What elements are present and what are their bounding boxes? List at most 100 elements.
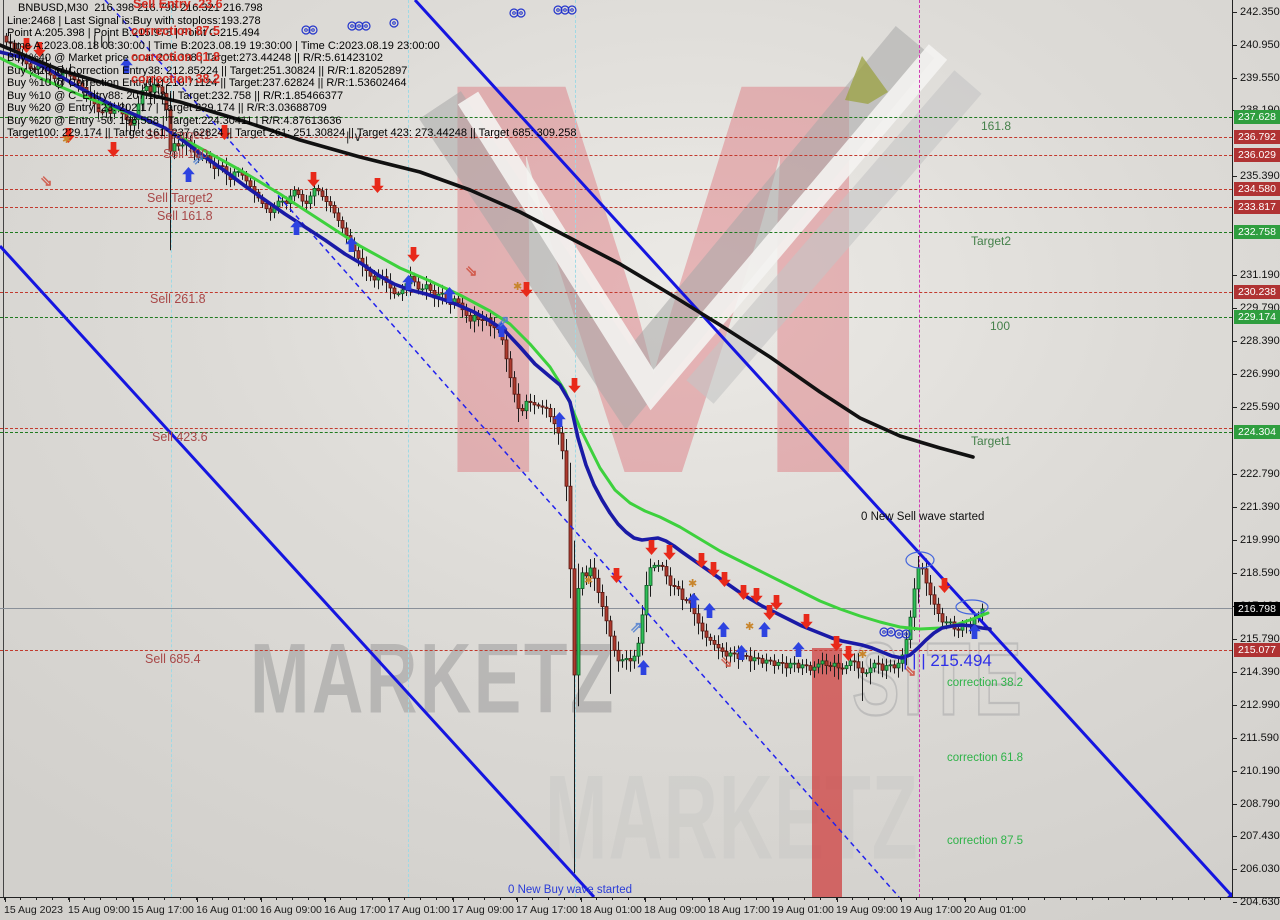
fib-sell-line[interactable] (0, 189, 1232, 190)
price-level-badge: 233.817 (1234, 200, 1280, 214)
fib-sell-line[interactable] (0, 292, 1232, 293)
price-tick-label: 215.790 (1240, 633, 1280, 645)
price-tick (1233, 804, 1237, 805)
time-minor-tick (372, 898, 373, 900)
sell-target1-label[interactable]: Sell Target1 (145, 128, 211, 142)
price-tick (1233, 45, 1237, 46)
fractal-asterisk-icon: ✱ (688, 578, 698, 590)
time-minor-tick (1140, 898, 1141, 900)
time-minor-tick (644, 898, 645, 900)
hollow-down-arrow-icon: ⇘ (720, 654, 733, 671)
info-line: Buy %20 @ Entry -23: 202.17 | Target 229… (7, 102, 327, 115)
fib-target-line[interactable] (0, 232, 1232, 233)
time-minor-tick (1172, 898, 1173, 900)
fib-note-corr-382: correction 38.2 (131, 72, 220, 86)
price-tick-label: 228.390 (1240, 335, 1280, 347)
time-tick-label: 16 Aug 09:00 (260, 904, 322, 916)
sell-2618-label[interactable]: Sell 261.8 (150, 292, 206, 306)
channel-mid-dashed[interactable] (104, 0, 900, 897)
time-axis[interactable]: 15 Aug 2023 15 Aug 09:00 15 Aug 17:00 16 Au… (0, 897, 1280, 920)
time-minor-tick (740, 898, 741, 900)
price-tick-label: 219.990 (1240, 534, 1280, 546)
fib-target-line[interactable] (0, 117, 1232, 118)
price-tick (1233, 275, 1237, 276)
fib-sell-line[interactable] (0, 207, 1232, 208)
time-tick (261, 898, 262, 902)
time-minor-tick (1092, 898, 1093, 900)
fib-sell-line[interactable] (0, 428, 1232, 429)
time-tick (325, 898, 326, 902)
target2-label[interactable]: Target2 (971, 234, 1012, 248)
sell-target2-label[interactable]: Sell Target2 (147, 191, 213, 205)
logo-accent-olive (845, 56, 888, 104)
candles-and-lines[interactable] (0, 0, 1232, 897)
time-tick (645, 898, 646, 902)
info-line: Target100: 229.174 || Target 161: 237.62… (7, 127, 577, 140)
fib-note-corr-618: correction 61.8 (131, 50, 220, 64)
time-minor-tick (148, 898, 149, 900)
chart-plot-area[interactable]: M MARKETZ MARKETZ SITE ⇗ ⇗ ⇗ ⇘ ⇘ ⇘ ⇘ ✱ ✱ ✱ ✱ ✱ ✱ BNB… (0, 0, 1232, 897)
price-level-badge: 229.174 (1234, 310, 1280, 324)
time-minor-tick (1204, 898, 1205, 900)
target1-label[interactable]: Target1 (971, 434, 1012, 448)
fib-target-line[interactable] (0, 317, 1232, 318)
price-tick-label: 211.590 (1240, 732, 1279, 744)
time-tick (965, 898, 966, 902)
price-level-badge: 236.029 (1234, 148, 1280, 162)
channel-right[interactable] (413, 0, 1232, 897)
time-tick-label: 18 Aug 17:00 (708, 904, 770, 916)
time-minor-tick (996, 898, 997, 900)
time-tick-label: 18 Aug 01:00 (580, 904, 642, 916)
sell-4236-label[interactable]: Sell 423.6 (152, 430, 208, 444)
time-minor-tick (340, 898, 341, 900)
time-minor-tick (1044, 898, 1045, 900)
time-tick (389, 898, 390, 902)
price-axis[interactable]: 242.350240.950239.550238.190235.390231.1… (1232, 0, 1280, 908)
channel-left[interactable] (0, 244, 596, 897)
time-minor-tick (660, 898, 661, 900)
watermark-red-i-bar (812, 648, 842, 897)
time-tick (197, 898, 198, 902)
time-minor-tick (276, 898, 277, 900)
sell-6854-label[interactable]: Sell 685.4 (145, 652, 201, 666)
time-minor-tick (548, 898, 549, 900)
time-minor-tick (500, 898, 501, 900)
time-tick-label: 18 Aug 09:00 (644, 904, 706, 916)
time-tick (773, 898, 774, 902)
price-level-badge: 230.238 (1234, 285, 1280, 299)
price-tick (1233, 374, 1237, 375)
time-minor-tick (436, 898, 437, 900)
time-minor-tick (580, 898, 581, 900)
price-tick-label: 218.590 (1240, 567, 1280, 579)
point-c-price-label[interactable]: | | | 215.494 (903, 651, 992, 670)
time-minor-tick (404, 898, 405, 900)
fib-sell-line[interactable] (0, 137, 1232, 138)
price-tick-label: 214.390 (1240, 666, 1280, 678)
time-minor-tick (724, 898, 725, 900)
time-tick (69, 898, 70, 902)
price-level-badge: 224.304 (1234, 425, 1280, 439)
sell-1618-label[interactable]: Sell 161.8 (157, 209, 213, 223)
time-tick-label: 19 Aug 17:00 (900, 904, 962, 916)
price-level-badge: 216.798 (1234, 602, 1280, 616)
time-minor-tick (884, 898, 885, 900)
sell-100-label[interactable]: Sell 100 (163, 147, 209, 161)
price-tick (1233, 672, 1237, 673)
fib-sell-line[interactable] (0, 155, 1232, 156)
info-line: BNBUSD,M30 216.398 216.798 216.321 216.7… (18, 2, 263, 14)
ma-mid-navy (0, 50, 992, 660)
time-minor-tick (1220, 898, 1221, 900)
price-tick (1233, 705, 1237, 706)
time-tick-label: 15 Aug 2023 (4, 904, 63, 916)
price-tick-label: 239.550 (1240, 72, 1280, 84)
hollow-down-arrow-icon: ⇘ (904, 663, 917, 680)
target-1618-label[interactable]: 161.8 (981, 119, 1012, 133)
price-tick-label: 204.630 (1240, 896, 1280, 908)
time-minor-tick (356, 898, 357, 900)
price-tick (1233, 474, 1237, 475)
fib-target-line[interactable] (0, 432, 1232, 433)
current-price-line[interactable] (0, 608, 1232, 609)
target-100-label[interactable]: 100 (990, 319, 1011, 333)
price-tick (1233, 869, 1237, 870)
time-tick-label: 16 Aug 01:00 (196, 904, 258, 916)
